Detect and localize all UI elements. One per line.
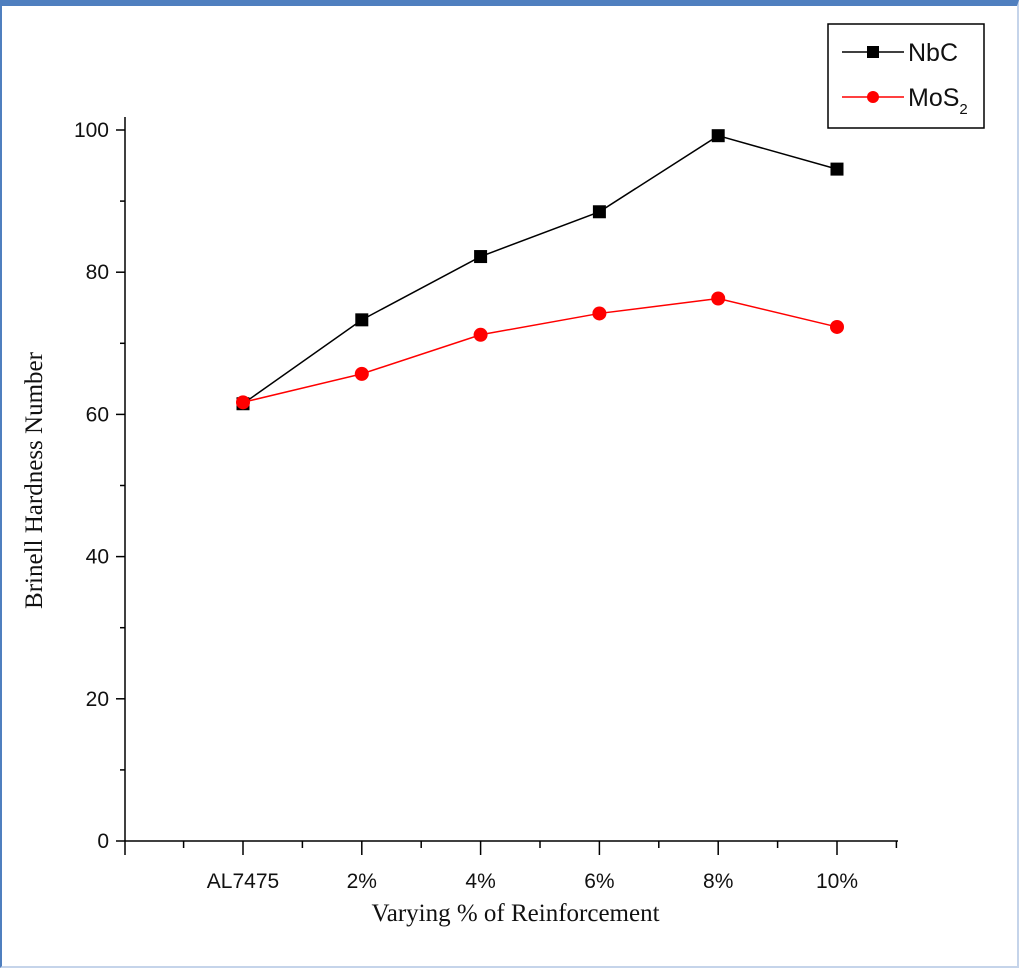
series-layer	[236, 129, 844, 411]
x-tick-label: 4%	[465, 870, 495, 893]
legend: NbC MoS2	[827, 23, 985, 129]
legend-box	[827, 23, 985, 129]
x-tick-label: 2%	[347, 870, 377, 893]
data-point-mos2	[830, 319, 844, 334]
x-axis: AL7475 2% 4% 6% 8% 10%	[124, 840, 898, 893]
data-point-nbc	[474, 250, 488, 264]
legend-label-mos2: MoS2	[908, 84, 968, 118]
y-tick-label: 100	[74, 119, 109, 142]
legend-label-nbc: NbC	[908, 39, 958, 67]
x-tick-label: AL7475	[207, 870, 279, 893]
y-ticks: 0 20 40 60 80 100	[74, 119, 125, 853]
data-point-nbc	[711, 129, 725, 143]
x-tick-label: 8%	[703, 870, 733, 893]
y-tick-label: 20	[86, 688, 109, 711]
data-point-mos2	[592, 306, 607, 321]
x-ticks: AL7475 2% 4% 6% 8% 10%	[124, 841, 898, 893]
data-point-mos2	[473, 327, 488, 342]
legend-swatch-marker-nbc	[867, 46, 879, 58]
x-tick-label: 10%	[816, 870, 858, 893]
legend-label-mos2-main: MoS	[908, 84, 959, 112]
y-tick-label: 60	[86, 403, 109, 426]
x-tick-label: 6%	[584, 870, 614, 893]
data-point-nbc	[592, 205, 606, 219]
series-nbc	[236, 129, 844, 411]
x-axis-title: Varying % of Reinforcement	[371, 900, 659, 927]
series-line-nbc	[242, 134, 838, 405]
series-mos2	[236, 291, 844, 410]
y-axis: 0 20 40 60 80 100	[74, 117, 126, 853]
y-axis-title: Brinell Hardness Number	[21, 351, 48, 609]
y-tick-label: 80	[86, 261, 109, 284]
data-point-nbc	[355, 313, 369, 327]
legend-swatch-marker-mos2	[867, 91, 879, 103]
series-line-mos2	[242, 297, 838, 404]
data-point-mos2	[354, 366, 369, 381]
y-tick-label: 0	[97, 830, 109, 853]
data-point-mos2	[711, 291, 726, 306]
data-point-nbc	[830, 162, 844, 176]
legend-label-mos2-subscript: 2	[959, 101, 967, 118]
data-point-mos2	[236, 395, 250, 410]
y-tick-label: 40	[86, 546, 109, 569]
